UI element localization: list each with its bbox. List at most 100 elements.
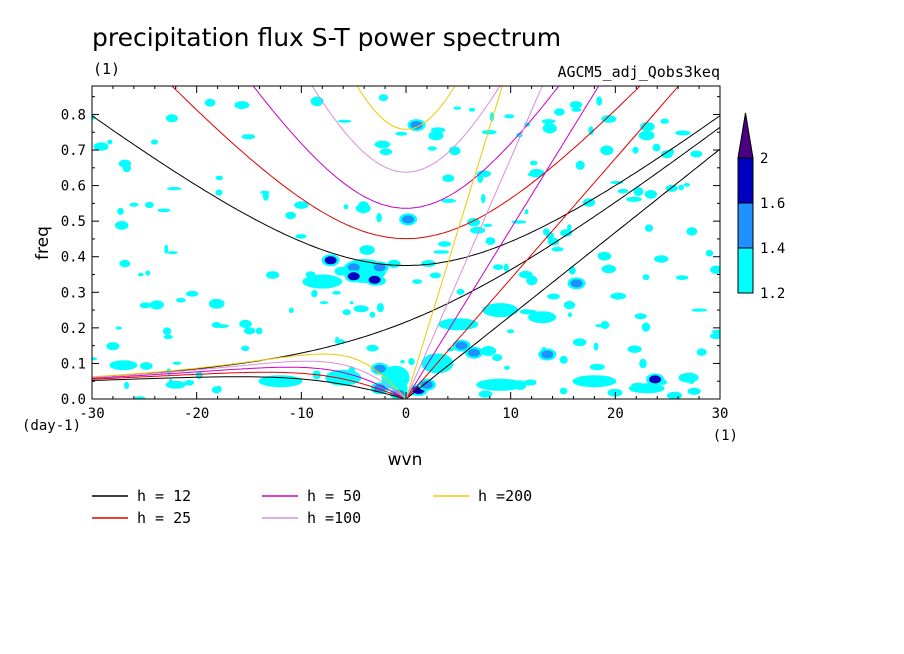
- y-tick-label: 0.2: [61, 321, 86, 337]
- weak-power-patch: [215, 385, 222, 393]
- weak-power-patch: [438, 241, 452, 247]
- axis-ticks: -30 -20 -10 0 10 20 30 0.0 0.1 0.2 0.3 0.4 0.5 0.6 0.7…: [61, 86, 729, 422]
- x-tick-label: 20: [607, 406, 624, 422]
- x-tick-label: -10: [289, 406, 314, 422]
- weak-power-patch: [583, 198, 596, 207]
- weak-power-patch: [542, 123, 557, 134]
- weak-power-patch: [597, 251, 612, 261]
- rossby-curve: [92, 353, 404, 397]
- weak-power-patch: [601, 264, 616, 274]
- weak-power-patch: [204, 98, 216, 107]
- weak-power-patch: [640, 121, 655, 132]
- weak-power-patch: [255, 327, 263, 335]
- weak-power-patch: [166, 187, 182, 191]
- weak-power-patch: [167, 251, 178, 255]
- weak-power-patch: [427, 146, 437, 151]
- weak-power-patch: [652, 143, 661, 152]
- spectral-power-field: [92, 94, 720, 399]
- power-band: [165, 380, 186, 389]
- weak-power-patch: [342, 309, 351, 316]
- weak-power-patch: [150, 139, 159, 145]
- y-tick-label: 0.6: [61, 179, 86, 195]
- weak-power-patch: [241, 134, 256, 140]
- weak-power-patch: [492, 354, 503, 362]
- weak-power-patch: [162, 327, 172, 336]
- weak-power-patch: [642, 274, 650, 281]
- weak-power-patch: [600, 145, 614, 156]
- spectral-peak: [368, 275, 381, 284]
- weak-power-patch: [626, 196, 642, 202]
- weak-power-patch: [503, 263, 509, 272]
- power-band: [438, 318, 479, 331]
- y-tick-label: 0.3: [61, 285, 86, 301]
- weak-power-patch: [690, 150, 703, 158]
- weak-power-patch: [541, 119, 556, 124]
- legend-label: h = 25: [137, 509, 191, 527]
- colorbar-label: 1.6: [760, 196, 785, 212]
- weak-power-patch: [378, 94, 389, 102]
- weak-power-patch: [661, 150, 673, 159]
- weak-power-patch: [129, 202, 139, 207]
- y-tick-label: 0.4: [61, 250, 86, 266]
- inertia-gravity-curve: [171, 86, 641, 240]
- weak-power-patch: [145, 201, 154, 209]
- weak-power-patch: [184, 380, 195, 386]
- weak-power-patch: [266, 271, 280, 279]
- weak-power-patch: [332, 290, 341, 295]
- weak-power-patch: [569, 101, 583, 109]
- weak-power-patch: [480, 346, 497, 356]
- weak-power-patch: [433, 250, 450, 254]
- weak-power-patch: [400, 359, 405, 364]
- weak-power-patch: [395, 131, 408, 136]
- spectral-peak: [373, 263, 386, 272]
- weak-power-patch: [595, 324, 610, 328]
- weak-power-patch: [408, 358, 415, 366]
- weak-power-patch: [456, 288, 465, 295]
- weak-power-patch: [359, 245, 375, 255]
- inertia-gravity-curve: [252, 86, 560, 209]
- weak-power-patch: [262, 190, 269, 201]
- x-unit-label: (1): [713, 428, 738, 444]
- weak-power-patch: [524, 209, 529, 215]
- x-tick-label: 10: [502, 406, 519, 422]
- chart-title: precipitation flux S-T power spectrum: [92, 23, 561, 52]
- weak-power-patch: [239, 319, 252, 328]
- weak-power-patch: [654, 255, 669, 263]
- kelvin-curve: [405, 86, 680, 399]
- weak-power-patch: [567, 224, 572, 231]
- weak-power-patch: [157, 208, 171, 213]
- weak-power-patch: [379, 148, 393, 156]
- weak-power-patch: [481, 130, 497, 135]
- weak-power-patch: [285, 211, 296, 220]
- weak-power-patch: [526, 275, 538, 286]
- kelvin-curve: [405, 86, 543, 399]
- weak-power-patch: [559, 387, 568, 395]
- weak-power-patch: [186, 290, 199, 297]
- weak-power-patch: [634, 313, 647, 320]
- weak-power-patch: [93, 142, 109, 151]
- power-band: [109, 360, 138, 371]
- y-tick-label: 0.0: [61, 392, 86, 408]
- weak-power-patch: [376, 212, 382, 223]
- weak-power-patch: [468, 107, 476, 112]
- weak-power-patch: [337, 119, 352, 123]
- power-band: [572, 375, 617, 388]
- spectral-peak: [420, 380, 433, 389]
- kelvin-curve: [405, 86, 600, 399]
- weak-power-patch: [428, 131, 444, 141]
- x-tick-label: 30: [712, 406, 729, 422]
- weak-power-patch: [559, 355, 568, 364]
- colorbar-label: 2: [760, 151, 768, 167]
- spectral-peak: [402, 215, 415, 224]
- spectral-peak: [347, 263, 360, 272]
- weak-power-patch: [163, 334, 173, 340]
- weak-power-patch: [374, 140, 391, 149]
- kelvin-curve: [405, 148, 720, 399]
- weak-power-patch: [547, 237, 560, 246]
- weak-power-patch: [441, 198, 456, 203]
- mrg-curve: [92, 126, 720, 378]
- weak-power-patch: [123, 381, 130, 390]
- weak-power-patch: [547, 293, 560, 300]
- weak-power-patch: [295, 234, 307, 239]
